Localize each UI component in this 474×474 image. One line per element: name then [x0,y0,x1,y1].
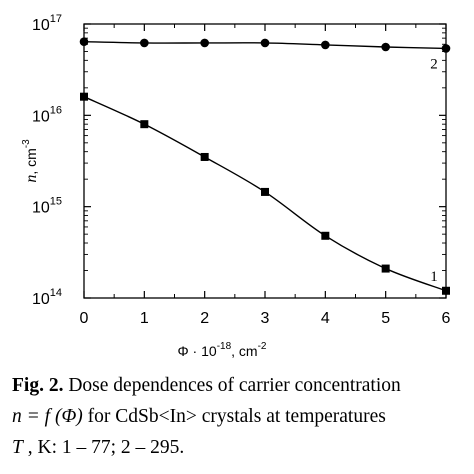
y-tick-label-exp: 15 [50,196,62,208]
series-1-point-1 [140,120,149,129]
y-tick-label-base: 10 [32,200,50,217]
caption-label: Fig. 2. [12,375,64,396]
x-tick-label-5: 5 [381,310,390,327]
series-label-2: 2 [430,56,438,72]
series-2-point-2 [200,38,209,48]
series-1-point-0 [80,92,88,101]
y-axis-label: n, cm-3 [21,139,40,183]
caption-line1: Dose dependences of carrier concentratio… [63,375,401,396]
y-tick-label-16: 1016 [32,104,62,125]
y-tick-label-base: 10 [32,108,50,125]
series-2-point-6 [441,44,451,53]
series-2-point-5 [381,42,390,52]
x-tick-label-2: 2 [200,310,209,327]
caption-line3: , K: 1 – 77; 2 – 295. [22,437,185,458]
series-1-point-3 [261,187,269,196]
y-tick-label-14: 1014 [32,287,62,308]
x-tick-label-4: 4 [321,310,330,327]
y-axis-label-unit: , cm [23,148,39,174]
y-tick-label-base: 10 [32,291,50,308]
series-label-1: 1 [430,269,438,285]
series-1-point-2 [200,152,209,161]
y-tick-label-exp: 14 [50,287,62,299]
x-axis-label: Φ · 10-18, cm-2 [178,341,267,359]
x-axis-label-unit-exp: -2 [258,341,267,352]
y-tick-label-base: 10 [32,17,50,34]
x-axis-label-main: Φ · 10 [178,343,217,359]
plot-frame [83,23,447,299]
series-2-point-0 [79,37,89,47]
series-2-point-1 [140,38,149,48]
x-tick-label-1: 1 [140,310,149,327]
ticks [83,23,447,299]
y-tick-label-17: 1017 [32,13,62,34]
x-tick-label-6: 6 [442,310,451,327]
figure-caption: Fig. 2. Dose dependences of carrier conc… [12,370,467,463]
y-tick-label-exp: 16 [50,104,62,116]
y-tick-label-15: 1015 [32,196,62,217]
series-1-point-6 [442,286,450,295]
caption-var: T [12,437,23,458]
x-tick-label-0: 0 [80,310,89,327]
x-tick-label-3: 3 [261,310,270,327]
x-axis-label-exp: -18 [217,341,232,352]
x-tick-labels: 0 1 2 3 4 5 6 [80,310,451,327]
series-layer: 12 [79,37,451,295]
series-2-point-3 [260,38,270,48]
y-axis-label-unit-exp: -3 [21,139,32,148]
series-1-point-5 [381,264,390,273]
x-axis-label-unit: , cm [231,343,257,359]
series-1-point-4 [321,231,330,240]
series-2-point-4 [321,40,330,50]
y-axis-label-var: n [23,175,40,183]
caption-line2: for CdSb<In> crystals at temperatures [82,406,386,427]
caption-formula: n = f (Φ) [12,406,83,427]
y-tick-label-exp: 17 [50,13,62,25]
